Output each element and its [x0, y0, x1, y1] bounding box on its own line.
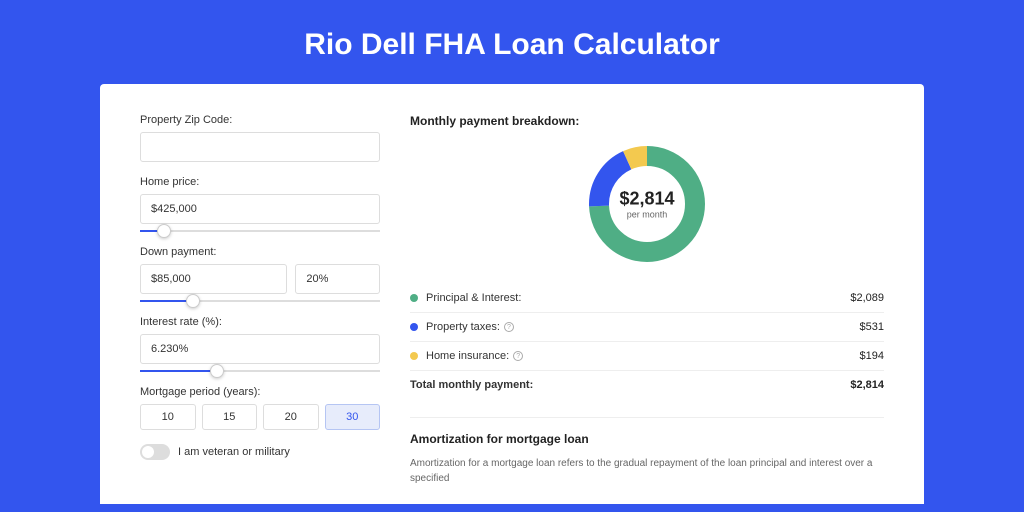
toggle-knob: [142, 446, 154, 458]
breakdown-label: Principal & Interest:: [426, 292, 850, 304]
total-label: Total monthly payment:: [410, 379, 850, 391]
period-btn-15[interactable]: 15: [202, 404, 258, 430]
slider-fill: [140, 370, 217, 372]
veteran-toggle-row: I am veteran or military: [140, 444, 380, 460]
breakdown-row-total: Total monthly payment: $2,814: [410, 371, 884, 399]
period-buttons: 10 15 20 30: [140, 404, 380, 430]
veteran-toggle[interactable]: [140, 444, 170, 460]
breakdown-label: Property taxes: ?: [426, 321, 860, 333]
down-payment-field-group: Down payment:: [140, 246, 380, 302]
zip-field-group: Property Zip Code:: [140, 114, 380, 162]
page-title: Rio Dell FHA Loan Calculator: [0, 0, 1024, 84]
zip-label: Property Zip Code:: [140, 114, 380, 126]
info-icon[interactable]: ?: [513, 351, 523, 361]
breakdown-label: Home insurance: ?: [426, 350, 860, 362]
info-icon[interactable]: ?: [504, 322, 514, 332]
legend-dot: [410, 294, 418, 302]
interest-rate-slider[interactable]: [140, 370, 380, 372]
home-price-field-group: Home price:: [140, 176, 380, 232]
zip-input[interactable]: [140, 132, 380, 162]
legend-dot: [410, 323, 418, 331]
breakdown-value: $531: [860, 321, 884, 333]
slider-thumb[interactable]: [186, 294, 200, 308]
amortization-text: Amortization for a mortgage loan refers …: [410, 456, 884, 486]
slider-thumb[interactable]: [210, 364, 224, 378]
total-value: $2,814: [850, 379, 884, 391]
donut-value: $2,814: [619, 189, 674, 210]
period-btn-10[interactable]: 10: [140, 404, 196, 430]
interest-rate-input[interactable]: [140, 334, 380, 364]
donut-subtext: per month: [619, 210, 674, 220]
breakdown-value: $194: [860, 350, 884, 362]
period-btn-20[interactable]: 20: [263, 404, 319, 430]
interest-rate-label: Interest rate (%):: [140, 316, 380, 328]
down-payment-pct-input[interactable]: [295, 264, 380, 294]
donut-center: $2,814 per month: [619, 189, 674, 220]
donut-wrap: $2,814 per month: [410, 144, 884, 264]
amortization-title: Amortization for mortgage loan: [410, 432, 884, 446]
legend-dot: [410, 352, 418, 360]
breakdown-row-insurance: Home insurance: ? $194: [410, 342, 884, 371]
breakdown-value: $2,089: [850, 292, 884, 304]
donut-chart: $2,814 per month: [587, 144, 707, 264]
mortgage-period-field-group: Mortgage period (years): 10 15 20 30: [140, 386, 380, 430]
period-btn-30[interactable]: 30: [325, 404, 381, 430]
down-payment-amount-input[interactable]: [140, 264, 287, 294]
form-column: Property Zip Code: Home price: Down paym…: [140, 114, 380, 504]
down-payment-slider[interactable]: [140, 300, 380, 302]
interest-rate-field-group: Interest rate (%):: [140, 316, 380, 372]
mortgage-period-label: Mortgage period (years):: [140, 386, 380, 398]
home-price-input[interactable]: [140, 194, 380, 224]
amortization-section: Amortization for mortgage loan Amortizat…: [410, 417, 884, 486]
home-price-slider[interactable]: [140, 230, 380, 232]
breakdown-column: Monthly payment breakdown: $2,814 per mo…: [410, 114, 884, 504]
veteran-label: I am veteran or military: [178, 446, 290, 458]
breakdown-row-principal: Principal & Interest: $2,089: [410, 284, 884, 313]
down-payment-label: Down payment:: [140, 246, 380, 258]
breakdown-row-taxes: Property taxes: ? $531: [410, 313, 884, 342]
calculator-card: Property Zip Code: Home price: Down paym…: [100, 84, 924, 504]
slider-thumb[interactable]: [157, 224, 171, 238]
home-price-label: Home price:: [140, 176, 380, 188]
breakdown-title: Monthly payment breakdown:: [410, 114, 884, 128]
